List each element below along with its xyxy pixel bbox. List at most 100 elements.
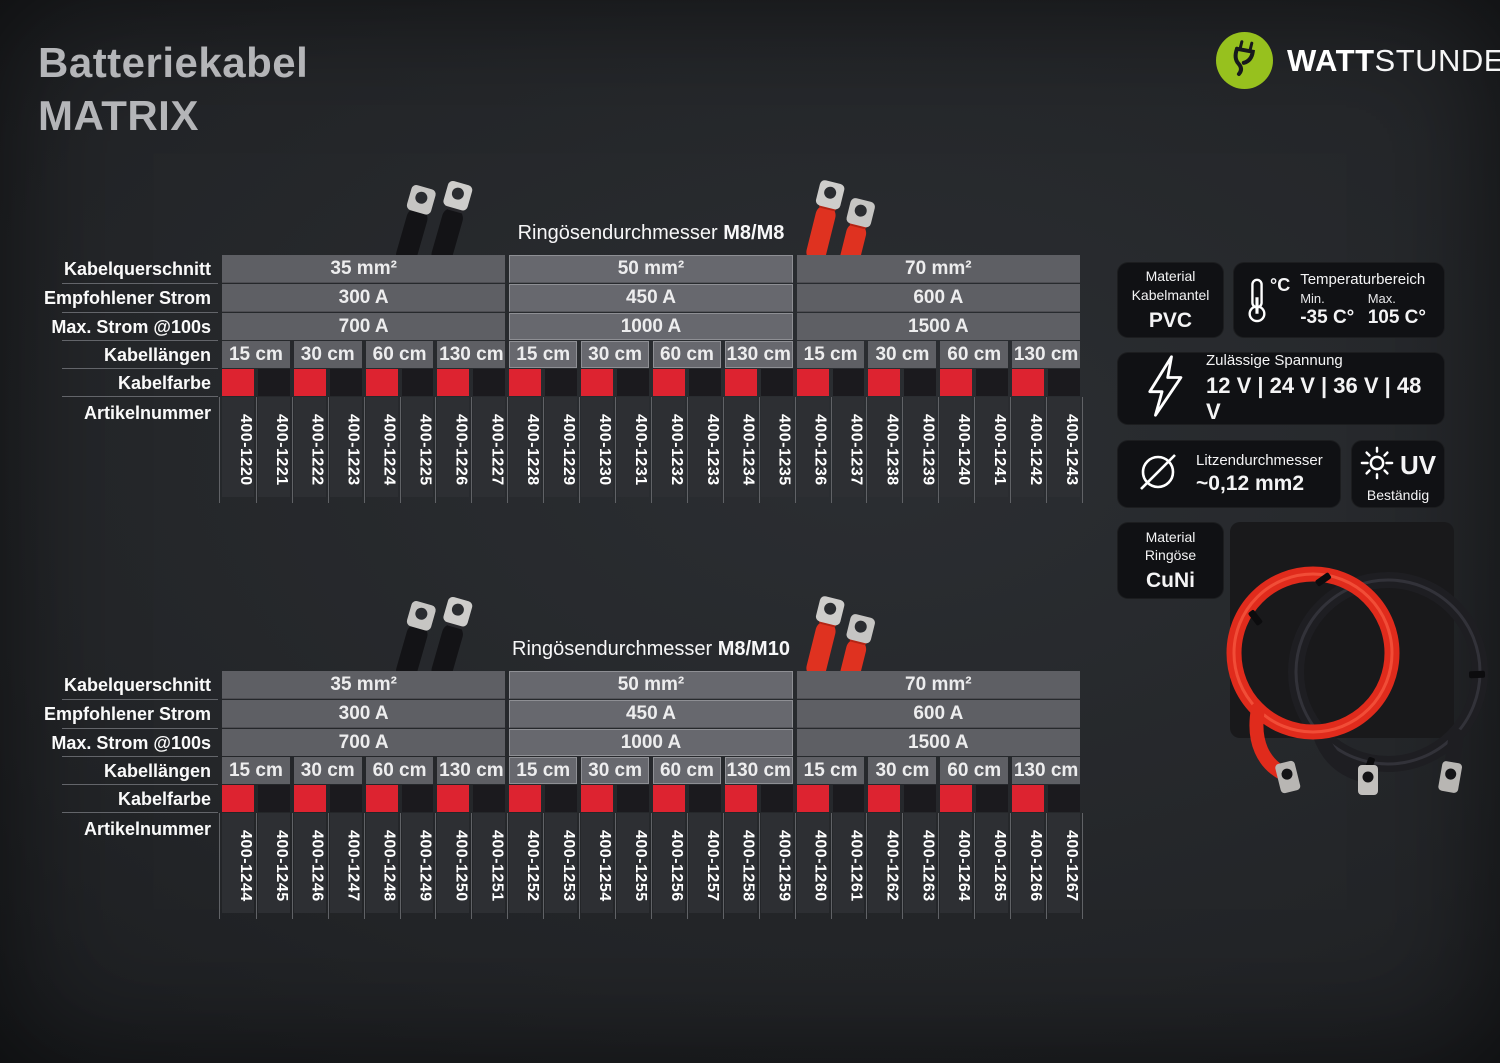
row-label: Max. Strom @100s xyxy=(0,313,218,341)
red-cable-lugs-icon xyxy=(806,180,875,268)
article-number: 400-1243 xyxy=(1048,397,1083,503)
cable-color-swatch xyxy=(365,369,398,396)
row-kabelfarbe xyxy=(222,369,1080,396)
cable-color-swatch xyxy=(222,785,254,812)
article-number: 400-1232 xyxy=(652,397,688,503)
article-number: 400-1261 xyxy=(832,813,868,919)
article-number: 400-1256 xyxy=(652,813,688,919)
length-cell: 130 cm xyxy=(437,341,506,368)
cable-color-swatch xyxy=(509,785,542,812)
material-jacket-value: PVC xyxy=(1148,308,1193,332)
article-number: 400-1248 xyxy=(365,813,401,919)
row-label: Kabellängen xyxy=(0,341,218,369)
black-cable-lugs-icon xyxy=(396,180,473,266)
matrix-grid: 35 mm² 50 mm² 70 mm² 300 A 450 A 600 A 7… xyxy=(219,255,1083,503)
length-cell: 30 cm xyxy=(293,341,362,368)
voltage-title: Zulässige Spannung xyxy=(1206,352,1343,369)
cable-color-swatch xyxy=(976,785,1009,812)
article-number: 400-1240 xyxy=(940,397,976,503)
black-cable-lugs-icon xyxy=(396,596,473,682)
cable-color-swatch xyxy=(868,785,901,812)
row-label: Kabelquerschnitt xyxy=(0,671,218,700)
voltage-value: 12 V | 24 V | 36 V | 48 V xyxy=(1206,373,1422,424)
article-number: 400-1257 xyxy=(688,813,724,919)
cable-color-swatch xyxy=(1012,369,1045,396)
row-querschnitt: 35 mm² 50 mm² 70 mm² xyxy=(222,255,1080,283)
cable-color-swatch xyxy=(940,785,973,812)
article-number: 400-1225 xyxy=(401,397,437,503)
article-number: 400-1234 xyxy=(724,397,760,503)
cable-color-swatch xyxy=(545,369,578,396)
length-cell: 15 cm xyxy=(222,341,290,368)
product-photo-cables xyxy=(1226,566,1488,795)
cable-color-swatch xyxy=(617,369,649,396)
cable-color-swatch xyxy=(760,369,793,396)
article-number: 400-1267 xyxy=(1048,813,1083,919)
article-number: 400-1220 xyxy=(222,397,257,503)
spec-cell: 50 mm² xyxy=(509,671,793,699)
thermometer-icon: °C xyxy=(1246,275,1290,325)
lightning-icon xyxy=(1140,353,1186,424)
cable-color-swatch xyxy=(796,785,829,812)
row-kabellaengen: 15 cm 30 cm 60 cm 130 cm 15 cm 30 cm 60 … xyxy=(222,757,1080,784)
length-cell: 60 cm xyxy=(652,341,721,368)
article-number: 400-1254 xyxy=(581,813,616,919)
article-number: 400-1230 xyxy=(581,397,616,503)
table-title: Ringösendurchmesser M8/M10 xyxy=(512,638,790,660)
table-title-bold: M8/M10 xyxy=(717,638,790,660)
article-number: 400-1260 xyxy=(796,813,832,919)
row-artikelnummer: 400-1220 400-1221 400-1222 400-1223 400-1224… xyxy=(219,397,1083,503)
article-number: 400-1237 xyxy=(832,397,868,503)
brand-name: WATTSTUNDE xyxy=(1287,43,1500,79)
article-number: 400-1244 xyxy=(222,813,257,919)
article-number: 400-1238 xyxy=(868,397,904,503)
length-cell: 30 cm xyxy=(581,341,649,368)
article-number: 400-1262 xyxy=(868,813,904,919)
length-cell: 130 cm xyxy=(724,341,793,368)
red-cable-lugs-icon xyxy=(806,596,875,684)
length-cell: 30 cm xyxy=(293,757,362,784)
article-number: 400-1245 xyxy=(257,813,293,919)
table-title-bold: M8/M8 xyxy=(723,222,785,244)
brand-badge xyxy=(1216,32,1273,89)
row-label: Kabellängen xyxy=(0,757,218,785)
spec-cell: 35 mm² xyxy=(222,671,506,699)
article-number: 400-1255 xyxy=(617,813,652,919)
article-number: 400-1223 xyxy=(329,397,365,503)
length-cell: 60 cm xyxy=(652,757,721,784)
cable-color-swatch xyxy=(652,369,685,396)
row-label: Empfohlener Strom xyxy=(0,700,218,729)
article-number: 400-1228 xyxy=(509,397,545,503)
cable-color-swatch xyxy=(1012,785,1045,812)
sun-icon xyxy=(1360,446,1394,485)
matrix-table-m8m10: Ringösendurchmesser M8/M10 xyxy=(0,596,1090,948)
row-labels: Kabelquerschnitt Empfohlener Strom Max. … xyxy=(0,671,218,913)
cable-color-swatch xyxy=(329,369,362,396)
material-jacket-label: Material Kabelmantel xyxy=(1131,268,1210,303)
diameter-icon xyxy=(1134,448,1182,501)
cable-color-swatch xyxy=(581,369,614,396)
length-cell: 15 cm xyxy=(796,341,865,368)
temperature-title: Temperaturbereich xyxy=(1300,270,1426,288)
row-labels: Kabelquerschnitt Empfohlener Strom Max. … xyxy=(0,255,218,497)
cable-color-swatch xyxy=(401,369,434,396)
cable-color-swatch xyxy=(293,785,326,812)
length-cell: 130 cm xyxy=(1012,341,1080,368)
cable-color-swatch xyxy=(904,785,937,812)
article-number: 400-1229 xyxy=(545,397,581,503)
row-label: Kabelfarbe xyxy=(0,369,218,397)
length-cell: 15 cm xyxy=(509,341,578,368)
cable-color-swatch xyxy=(832,369,865,396)
cable-color-swatch xyxy=(581,785,614,812)
row-empfohlener-strom: 300 A 450 A 600 A xyxy=(222,700,1080,728)
article-number: 400-1252 xyxy=(509,813,545,919)
spec-cell: 70 mm² xyxy=(796,255,1080,283)
article-number: 400-1263 xyxy=(904,813,940,919)
length-cell: 130 cm xyxy=(1012,757,1080,784)
spec-cell: 1000 A xyxy=(509,729,793,756)
product-photo-background xyxy=(1230,522,1454,738)
row-label: Artikelnummer xyxy=(83,403,211,423)
article-number: 400-1233 xyxy=(688,397,724,503)
row-label: Kabelfarbe xyxy=(0,785,218,813)
article-number: 400-1241 xyxy=(976,397,1012,503)
